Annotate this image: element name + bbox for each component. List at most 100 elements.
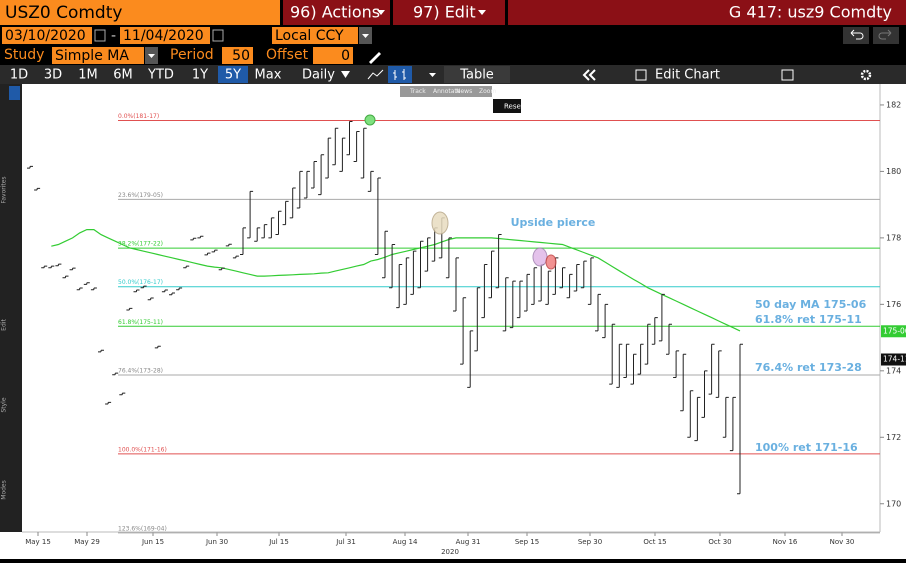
- frequency[interactable]: Daily: [302, 68, 335, 83]
- period-button[interactable]: 6M: [113, 68, 133, 83]
- price-bar: [225, 243, 232, 247]
- price-bar: [474, 287, 481, 352]
- bar-chart-icon: [393, 69, 406, 80]
- study-box[interactable]: [52, 47, 144, 64]
- price-bar: [190, 237, 197, 241]
- side-label: Style: [1, 397, 8, 412]
- period-label: Period: [170, 47, 214, 63]
- period-button[interactable]: 5Y: [225, 68, 241, 83]
- line-chart-icon[interactable]: [367, 69, 384, 80]
- period-button[interactable]: 3D: [44, 68, 62, 83]
- price-bar: [169, 292, 175, 296]
- price-bar: [587, 257, 594, 305]
- price-bar: [545, 270, 552, 305]
- price-bar: [531, 267, 538, 305]
- period-button[interactable]: YTD: [147, 68, 174, 83]
- bar-chart-button[interactable]: [388, 66, 412, 83]
- price-bar: [367, 170, 374, 192]
- price-bar: [34, 187, 41, 191]
- period-button[interactable]: 1M: [78, 68, 98, 83]
- currency-box[interactable]: [272, 27, 358, 44]
- price-bar: [573, 263, 580, 292]
- calendar-icon[interactable]: [94, 29, 106, 42]
- function: G 417: usz9 Comdty: [729, 3, 892, 22]
- chart-tool[interactable]: News: [456, 88, 472, 95]
- price-bar: [119, 392, 126, 396]
- calendar-icon[interactable]: [212, 29, 224, 42]
- price-bar: [602, 303, 609, 339]
- offset: 0: [341, 48, 350, 64]
- chart-tool[interactable]: Zoom: [479, 88, 496, 95]
- x-tick-label: May 29: [74, 538, 100, 546]
- edit-chart[interactable]: Edit Chart: [655, 68, 720, 83]
- pointer-tool[interactable]: [9, 86, 20, 100]
- reset-button[interactable]: [493, 99, 521, 113]
- table-button[interactable]: [444, 66, 510, 83]
- price-bar: [62, 275, 69, 279]
- period-button[interactable]: 1D: [10, 68, 28, 83]
- price-bar: [445, 237, 452, 279]
- price-bar: [105, 401, 112, 405]
- collapse-icon[interactable]: [582, 69, 596, 81]
- retracement-label: 23.6%(179-05): [118, 192, 163, 199]
- price-bar: [112, 372, 119, 376]
- settings-icon[interactable]: [860, 69, 872, 81]
- price-bar: [687, 390, 694, 438]
- price-bar: [332, 127, 339, 166]
- annotation: 50 day MA 175-06: [755, 298, 867, 311]
- separator: -: [111, 28, 116, 44]
- end-date-box[interactable]: [120, 27, 210, 44]
- dropdown-arrow[interactable]: [341, 71, 350, 78]
- start-date-box[interactable]: [2, 27, 92, 44]
- price-bar: [325, 137, 332, 179]
- x-tick-label: Jul 31: [335, 538, 356, 546]
- annotation: Upside pierce: [511, 216, 596, 229]
- currency: Local CCY: [275, 28, 344, 44]
- redo-button[interactable]: [873, 27, 899, 44]
- period: 50: [232, 48, 250, 64]
- price-bar: [126, 307, 133, 311]
- y-tick-label: 182: [886, 100, 901, 109]
- function-bar: [508, 0, 906, 25]
- reset: Reset: [504, 103, 524, 111]
- redo-icon: [878, 29, 892, 40]
- y-tick-label: 172: [886, 433, 901, 442]
- marker-circle: [364, 114, 376, 126]
- price-bar: [715, 350, 722, 398]
- price-bar: [268, 217, 275, 239]
- undo-button[interactable]: [843, 27, 869, 44]
- pencil-icon[interactable]: [369, 52, 381, 64]
- period-active[interactable]: [218, 66, 248, 83]
- price-bar: [524, 273, 530, 312]
- actions-menu[interactable]: [283, 0, 390, 25]
- last-value-label: 174-11: [883, 355, 906, 364]
- period-button[interactable]: Max: [255, 68, 282, 83]
- period-box[interactable]: [222, 47, 253, 64]
- chart-tool[interactable]: Track: [409, 88, 426, 95]
- annotation: 100% ret 171-16: [755, 441, 858, 454]
- draw-icon[interactable]: [781, 69, 794, 81]
- price-bar: [360, 127, 367, 179]
- price-bar: [403, 257, 410, 305]
- x-tick-label: Aug 31: [456, 538, 481, 546]
- price-bar: [424, 237, 431, 272]
- price-bar: [98, 349, 104, 353]
- price-bar: [161, 289, 168, 293]
- edit-menu[interactable]: [393, 0, 505, 25]
- dropdown-arrow[interactable]: [429, 73, 436, 77]
- price-bar: [353, 131, 360, 162]
- offset-box[interactable]: [313, 47, 353, 64]
- price-bar: [509, 280, 516, 329]
- chart-tool[interactable]: Annotate: [433, 88, 461, 95]
- x-tick-label: Jun 30: [205, 538, 228, 546]
- period-button[interactable]: 1Y: [192, 68, 208, 83]
- retracement-label: 38.2%(177-22): [118, 241, 163, 248]
- x-tick-label: Nov 30: [830, 538, 855, 546]
- price-bar: [275, 210, 282, 236]
- price-bar: [595, 293, 601, 332]
- price-bar: [722, 396, 729, 438]
- last-value-tag: [881, 325, 906, 338]
- price-bar: [318, 154, 325, 196]
- security-box[interactable]: [0, 0, 280, 25]
